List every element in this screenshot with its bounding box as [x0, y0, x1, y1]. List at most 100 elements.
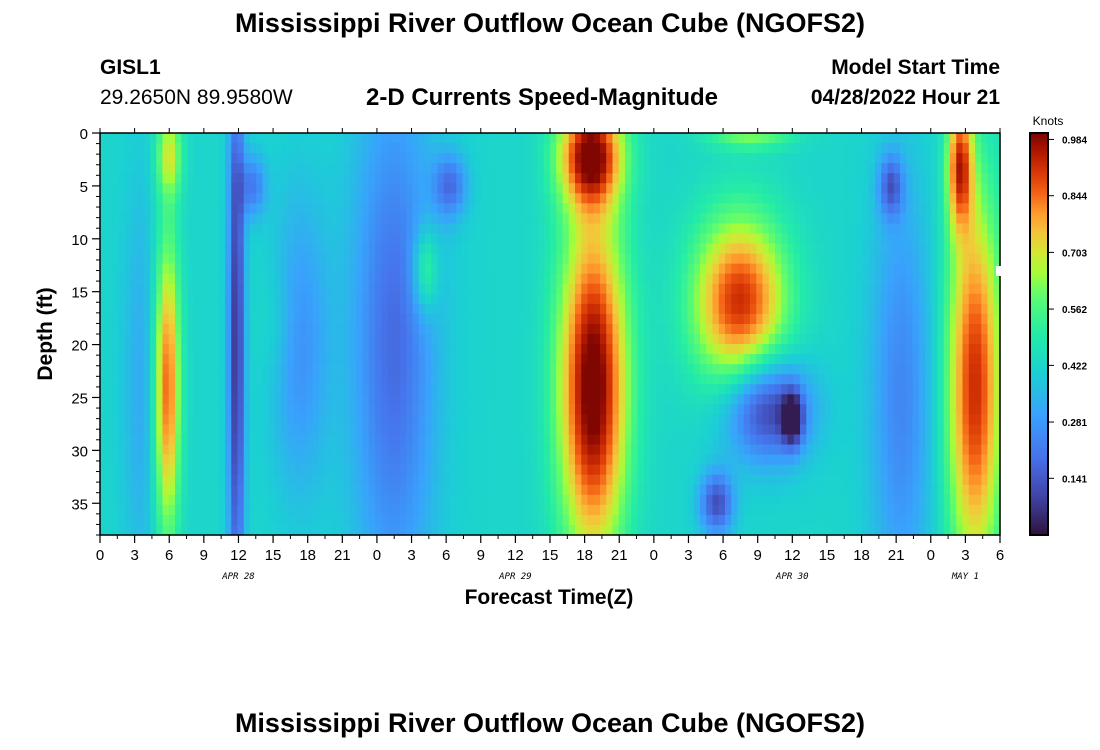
heatmap-cell — [468, 283, 476, 295]
heatmap-cell — [262, 354, 270, 365]
heatmap-cell — [475, 464, 482, 476]
heatmap-cell — [600, 303, 607, 315]
heatmap-cell — [725, 203, 732, 214]
heatmap-cell — [531, 253, 539, 265]
heatmap-cell — [593, 303, 601, 315]
heatmap-cell — [881, 233, 889, 245]
heatmap-cell — [356, 203, 364, 214]
heatmap-cell — [431, 344, 439, 355]
heatmap-cell — [543, 243, 551, 255]
heatmap-cell — [900, 404, 907, 415]
heatmap-cell — [981, 203, 989, 214]
heatmap-cell — [368, 454, 376, 466]
heatmap-cell — [793, 133, 801, 144]
heatmap-cell — [662, 303, 670, 315]
heatmap-cell — [112, 474, 120, 486]
heatmap-cell — [643, 223, 651, 235]
heatmap-cell — [925, 173, 932, 184]
heatmap-cell — [462, 153, 470, 164]
heatmap-cell — [218, 163, 226, 174]
heatmap-cell — [118, 444, 126, 456]
heatmap-cell — [250, 193, 257, 204]
heatmap-cell — [868, 273, 876, 285]
heatmap-cell — [812, 203, 820, 214]
heatmap-cell — [325, 263, 332, 275]
heatmap-cell — [837, 434, 845, 446]
heatmap-cell — [718, 374, 726, 385]
heatmap-cell — [331, 273, 339, 285]
heatmap-cell — [175, 454, 182, 466]
heatmap-cell — [731, 424, 739, 436]
heatmap-cell — [281, 464, 289, 476]
heatmap-cell — [518, 404, 526, 415]
heatmap-cell — [231, 263, 239, 275]
heatmap-cell — [300, 313, 307, 325]
heatmap-cell — [681, 374, 689, 385]
heatmap-cell — [693, 303, 701, 315]
heatmap-cell — [843, 454, 851, 466]
heatmap-cell — [481, 364, 489, 375]
heatmap-cell — [293, 273, 301, 285]
heatmap-cell — [781, 464, 789, 476]
heatmap-cell — [712, 444, 720, 456]
heatmap-cell — [193, 183, 201, 194]
heatmap-cell — [125, 283, 132, 295]
heatmap-cell — [581, 323, 589, 335]
heatmap-cell — [381, 193, 389, 204]
heatmap-cell — [775, 153, 782, 164]
heatmap-cell — [406, 213, 414, 225]
heatmap-cell — [306, 323, 314, 335]
heatmap-cell — [175, 273, 182, 285]
heatmap-cell — [468, 394, 476, 405]
heatmap-cell — [587, 233, 595, 245]
heatmap-cell — [850, 213, 857, 225]
heatmap-cell — [462, 203, 470, 214]
heatmap-cell — [243, 203, 251, 214]
heatmap-cell — [831, 464, 839, 476]
heatmap-cell — [356, 454, 364, 466]
heatmap-cell — [325, 424, 332, 436]
heatmap-cell — [525, 143, 532, 154]
heatmap-cell — [156, 434, 164, 446]
heatmap-cell — [887, 183, 895, 194]
heatmap-cell — [362, 334, 370, 345]
heatmap-cell — [475, 424, 482, 436]
heatmap-cell — [443, 213, 451, 225]
heatmap-cell — [481, 193, 489, 204]
heatmap-cell — [168, 374, 176, 385]
heatmap-cell — [775, 444, 782, 456]
heatmap-cell — [562, 133, 570, 144]
heatmap-cell — [306, 283, 314, 295]
heatmap-cell — [968, 404, 976, 415]
heatmap-cell — [993, 344, 1001, 355]
heatmap-cell — [400, 193, 407, 204]
heatmap-cell — [687, 313, 695, 325]
heatmap-cell — [843, 404, 851, 415]
heatmap-cell — [281, 404, 289, 415]
heatmap-cell — [225, 243, 232, 255]
heatmap-cell — [656, 253, 664, 265]
heatmap-cell — [631, 404, 639, 415]
heatmap-cell — [606, 263, 614, 275]
heatmap-cell — [343, 434, 351, 446]
heatmap-cell — [306, 474, 314, 486]
heatmap-cell — [856, 364, 864, 375]
heatmap-cell — [331, 133, 339, 144]
heatmap-cell — [750, 213, 757, 225]
heatmap-cell — [812, 233, 820, 245]
heatmap-cell — [731, 303, 739, 315]
heatmap-cell — [937, 183, 945, 194]
heatmap-cell — [781, 344, 789, 355]
heatmap-cell — [412, 404, 420, 415]
heatmap-cell — [350, 323, 357, 335]
heatmap-cell — [737, 384, 745, 395]
heatmap-cell — [118, 163, 126, 174]
heatmap-cell — [425, 213, 432, 225]
heatmap-cell — [187, 183, 195, 194]
heatmap-cell — [750, 313, 757, 325]
heatmap-cell — [256, 323, 264, 335]
heatmap-cell — [987, 233, 995, 245]
heatmap-cell — [250, 454, 257, 466]
heatmap-cell — [731, 454, 739, 466]
heatmap-cell — [975, 223, 982, 235]
